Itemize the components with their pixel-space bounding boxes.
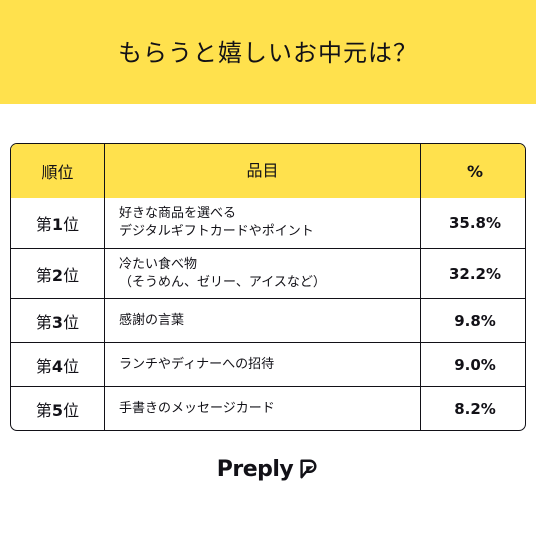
header-item: 品目 [104,144,420,198]
rank-cell: 第4位 [11,343,104,386]
rank-suffix: 位 [63,400,80,420]
preply-logo: Preply [0,452,536,486]
item-line: デジタルギフトカードやポイント [119,224,314,239]
item-cell: 感謝の言葉 [104,299,420,342]
rank-cell: 第1位 [11,198,104,248]
table-row: 第3位 感謝の言葉 9.8% [11,298,525,342]
rank-cell: 第2位 [11,249,104,298]
table-header-row: 順位 品目 % [11,144,525,198]
percent-cell: 32.2% [420,249,525,298]
rank-label: 第5位 [36,397,79,421]
item-cell: 冷たい食べ物 （そうめん、ゼリー、アイスなど） [104,249,420,298]
logo-wordmark: Preply [216,456,294,482]
rank-prefix: 第 [35,356,52,376]
item-cell: 手書きのメッセージカード [104,387,420,430]
rank-label: 第2位 [36,262,79,286]
title-banner: もらうと嬉しいお中元は？ [0,0,536,104]
rank-prefix: 第 [35,215,52,234]
rank-suffix: 位 [63,312,80,332]
table-row: 第5位 手書きのメッセージカード 8.2% [11,386,525,430]
item-cell: ランチやディナーへの招待 [104,343,420,386]
percent-cell: 35.8% [420,198,525,248]
item-line: （そうめん、ゼリー、アイスなど） [119,274,326,290]
item-cell: 好きな商品を選べるデジタルギフトカードやポイント [104,198,420,248]
percent-cell: 8.2% [420,387,525,430]
rank-number: 4 [51,356,64,376]
header-rank: 順位 [41,163,74,182]
rank-suffix: 位 [63,265,80,285]
table-row: 第4位 ランチやディナーへの招待 9.0% [11,342,525,386]
preply-logo-icon [300,459,317,479]
rank-label: 第3位 [36,309,79,333]
rank-number: 5 [51,400,64,420]
rank-prefix: 第 [35,312,52,332]
rank-suffix: 位 [63,356,80,376]
rank-cell: 第3位 [11,299,104,342]
item-line: 感謝の言葉 [119,312,185,328]
rank-prefix: 第 [35,400,52,420]
rank-suffix: 位 [63,215,80,234]
rank-prefix: 第 [35,265,52,285]
item-line: 冷たい食べ物 [119,256,198,272]
page-title: もらうと嬉しいお中元は？ [118,38,418,67]
table-row: 第1位 好きな商品を選べる デジタルギフトカードやポイント 35.8% [11,198,525,248]
table-row: 第2位 冷たい食べ物 （そうめん、ゼリー、アイスなど） 32.2% [11,248,525,298]
header-percent: % [420,144,525,198]
percent-cell: 9.8% [420,299,525,342]
item-line: 好きな商品を選べる [119,206,237,221]
rank-number: 1 [51,215,64,234]
item-line: 手書きのメッセージカード [119,400,275,416]
rank-label: 第4位 [36,353,79,377]
percent-cell: 9.0% [420,343,525,386]
rank-number: 3 [51,312,64,332]
item-line: ランチやディナーへの招待 [119,356,275,372]
rank-label: 第1位 [36,211,79,235]
rank-number: 2 [51,265,64,285]
ranking-table: 順位 品目 % 第1位 好きな商品を選べる デジタルギフトカードやポイント 35.8%… [10,143,526,431]
rank-cell: 第5位 [11,387,104,430]
